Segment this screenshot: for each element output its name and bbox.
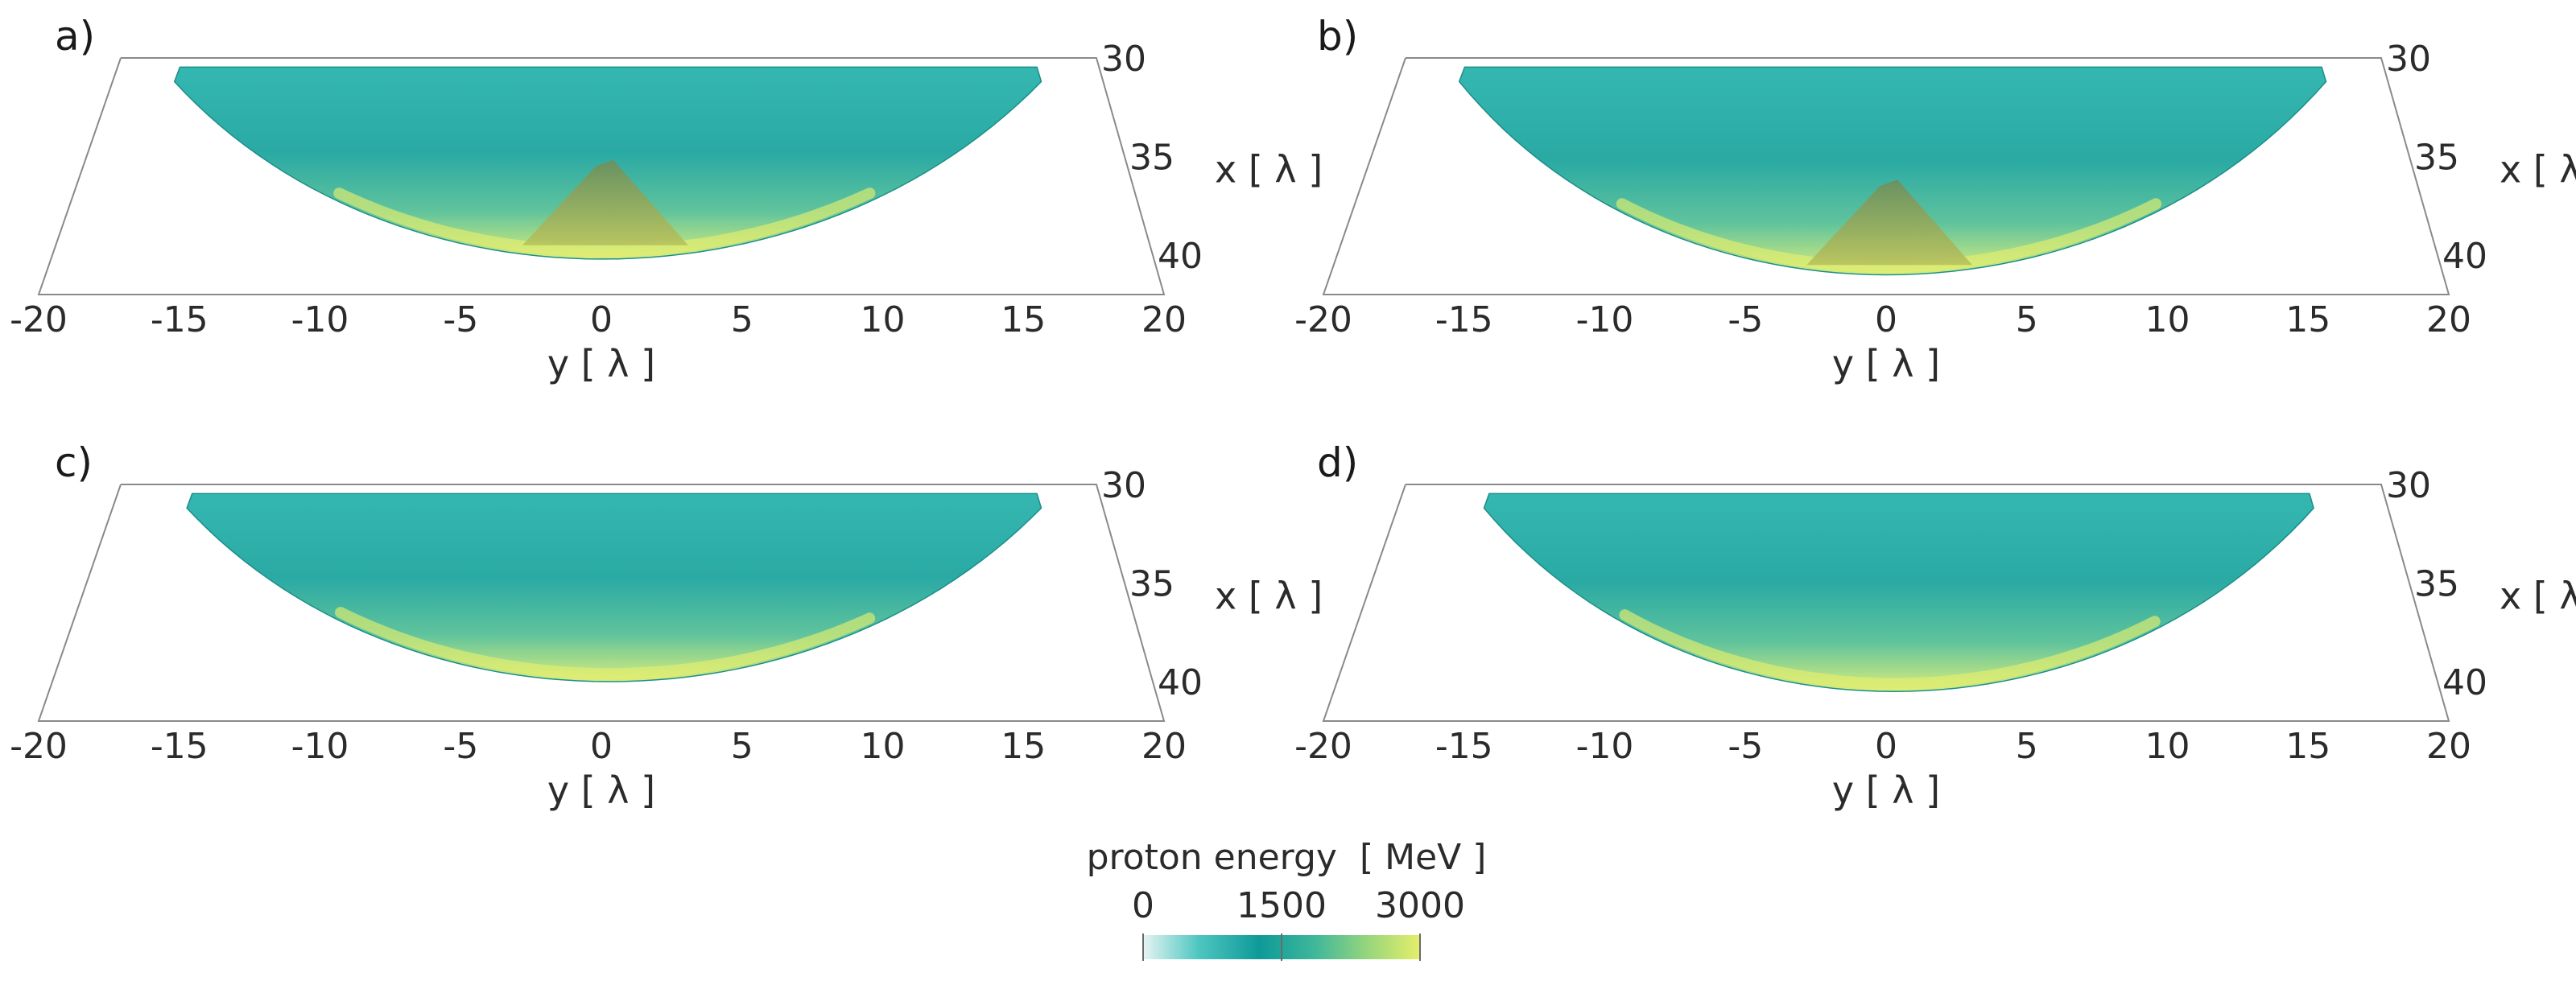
x-tick-label: 20 <box>1141 726 1187 767</box>
colorbar-tick-label: 3000 <box>1375 885 1465 926</box>
x-tick-label: 0 <box>1875 299 1897 340</box>
x-axis-label: y [ λ ] <box>1832 769 1940 812</box>
panel-label: d) <box>1317 439 1358 486</box>
high-energy-band <box>333 188 876 258</box>
y-tick-label: 35 <box>2414 138 2459 179</box>
svg-text:proton energy [ MeV ]: proton energy [ MeV ] <box>1087 837 1487 878</box>
proton-surface <box>1483 492 2314 693</box>
x-tick-label: 20 <box>2426 726 2471 767</box>
x-tick-label: 5 <box>731 726 753 767</box>
x-tick-label: 20 <box>1141 299 1187 340</box>
y-axis-label: x [ λ ] <box>1215 575 1323 618</box>
panel-label: c) <box>55 439 93 486</box>
x-tick-label: -5 <box>443 726 478 767</box>
x-tick-label: 0 <box>1875 726 1897 767</box>
y-tick-label: 30 <box>1101 465 1146 506</box>
axes-frame <box>1322 484 2450 722</box>
x-tick-label: -15 <box>151 726 208 767</box>
y-tick-label: 40 <box>1158 236 1203 277</box>
y-axis-label: x [ λ ] <box>2500 575 2576 618</box>
y-tick-label: 30 <box>2386 39 2431 80</box>
x-tick-label: -15 <box>151 299 208 340</box>
colorbar-unit: [ MeV ] <box>1360 837 1486 878</box>
y-axis-label: x [ λ ] <box>2500 148 2576 192</box>
y-tick-label: 35 <box>1129 138 1174 179</box>
chart-panel: -20 -15 -10 -5 0 5 10 15 20 30 35 40 y [ λ ] x [ λ ] a… <box>10 13 1323 385</box>
x-tick-label: 10 <box>2145 299 2190 340</box>
x-tick-label: 10 <box>861 726 906 767</box>
x-tick-label: 5 <box>731 299 753 340</box>
x-tick-label: -5 <box>1728 726 1763 767</box>
x-tick-label: -20 <box>10 726 68 767</box>
x-tick-label: 10 <box>861 299 906 340</box>
y-tick-label: 30 <box>2386 465 2431 506</box>
axes-frame <box>37 57 1166 295</box>
x-tick-label: -20 <box>1294 726 1352 767</box>
x-tick-label: -15 <box>1435 299 1493 340</box>
x-tick-label: 15 <box>2285 726 2330 767</box>
colorbar-title: proton energy <box>1087 837 1337 878</box>
x-tick-label: 15 <box>1001 299 1046 340</box>
x-tick-label: 15 <box>2285 299 2330 340</box>
central-peak <box>522 159 688 245</box>
central-peak <box>1806 179 1972 266</box>
chart-panel: -20 -15 -10 -5 0 5 10 15 20 30 35 40 y [ λ ] x [ λ ] c… <box>10 439 1323 812</box>
panel-label: a) <box>55 13 95 60</box>
colorbar: proton energy [ MeV ] 0 1500 3000 <box>1087 837 1487 961</box>
x-tick-label: -5 <box>443 299 478 340</box>
x-tick-label: -5 <box>1728 299 1763 340</box>
proton-surface <box>186 492 1042 682</box>
high-energy-band <box>335 607 876 680</box>
x-tick-label: -20 <box>10 299 68 340</box>
x-axis-label: y [ λ ] <box>1832 342 1940 385</box>
x-tick-label: 0 <box>590 726 613 767</box>
x-tick-label: 5 <box>2016 726 2038 767</box>
colorbar-tick-label: 0 <box>1132 885 1154 926</box>
x-tick-label: -10 <box>1576 726 1634 767</box>
high-energy-band <box>1619 609 2161 690</box>
y-tick-label: 35 <box>2414 564 2459 605</box>
x-tick-label: 15 <box>1001 726 1046 767</box>
chart-panel: -20 -15 -10 -5 0 5 10 15 20 30 35 40 y [ λ ] x [ λ ] d… <box>1294 439 2576 812</box>
axes-frame <box>1322 57 2450 295</box>
x-tick-label: 20 <box>2426 299 2471 340</box>
x-tick-label: -15 <box>1435 726 1493 767</box>
axes-frame <box>37 484 1166 722</box>
high-energy-band <box>1616 198 2162 273</box>
panel-label: b) <box>1317 13 1358 60</box>
y-tick-label: 35 <box>1129 564 1174 605</box>
x-tick-label: -10 <box>291 299 349 340</box>
x-tick-label: 10 <box>2145 726 2190 767</box>
x-tick-label: 0 <box>590 299 613 340</box>
x-tick-label: -10 <box>291 726 349 767</box>
colorbar-tick-label: 1500 <box>1236 885 1327 926</box>
y-tick-label: 40 <box>2442 662 2487 703</box>
x-tick-label: 5 <box>2016 299 2038 340</box>
y-axis-label: x [ λ ] <box>1215 148 1323 192</box>
x-tick-label: -10 <box>1576 299 1634 340</box>
y-tick-label: 40 <box>1158 662 1203 703</box>
x-tick-label: -20 <box>1294 299 1352 340</box>
y-tick-label: 40 <box>2442 236 2487 277</box>
y-tick-label: 30 <box>1101 39 1146 80</box>
x-axis-label: y [ λ ] <box>547 769 655 812</box>
x-axis-label: y [ λ ] <box>547 342 655 385</box>
chart-panel: -20 -15 -10 -5 0 5 10 15 20 30 35 40 y [ λ ] x [ λ ] b… <box>1294 13 2576 385</box>
